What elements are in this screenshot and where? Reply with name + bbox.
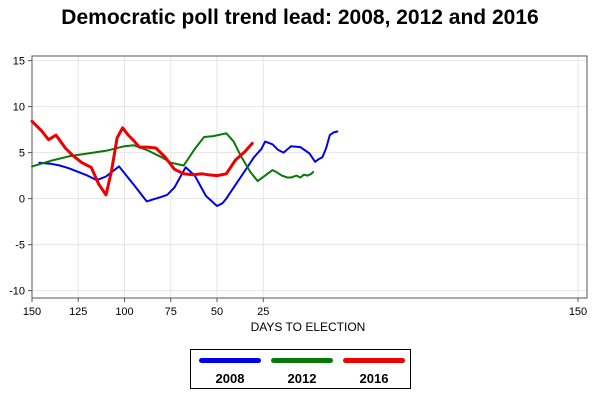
y-tick-label: 0	[19, 194, 25, 206]
legend-item-2012: 2012	[267, 350, 337, 390]
legend-swatch	[271, 358, 333, 363]
x-tick-label: 75	[165, 306, 177, 318]
x-tick-label: 25	[257, 306, 269, 318]
series-line-2012	[31, 132, 315, 183]
legend-swatch	[343, 358, 405, 363]
chart-title: Democratic poll trend lead: 2008, 2012 a…	[61, 6, 539, 29]
legend-swatch	[199, 358, 261, 363]
y-tick-label: -5	[15, 240, 25, 252]
y-tick-label: -10	[9, 286, 25, 298]
series-line-2008	[38, 130, 339, 207]
legend-label: 2012	[287, 371, 317, 386]
x-tick-label: 150	[569, 306, 587, 318]
y-tick-label: 10	[13, 102, 25, 114]
legend-item-2008: 2008	[195, 350, 265, 390]
legend-item-2016: 2016	[339, 350, 409, 390]
x-tick-label: 150	[23, 306, 41, 318]
legend-label: 2016	[359, 371, 389, 386]
x-tick-label: 125	[69, 306, 87, 318]
x-tick-label: 100	[115, 306, 133, 318]
plot-frame	[31, 55, 588, 299]
y-tick-label: 5	[19, 148, 25, 160]
series-line-2016	[30, 119, 254, 197]
legend-label: 2008	[215, 371, 245, 386]
x-axis-label: DAYS TO ELECTION	[251, 320, 366, 334]
legend: 2008 2012 2016	[190, 349, 411, 389]
x-tick-label: 50	[211, 306, 223, 318]
series-layer	[30, 119, 339, 207]
grid-layer	[31, 56, 587, 298]
y-tick-label: 15	[13, 56, 25, 68]
